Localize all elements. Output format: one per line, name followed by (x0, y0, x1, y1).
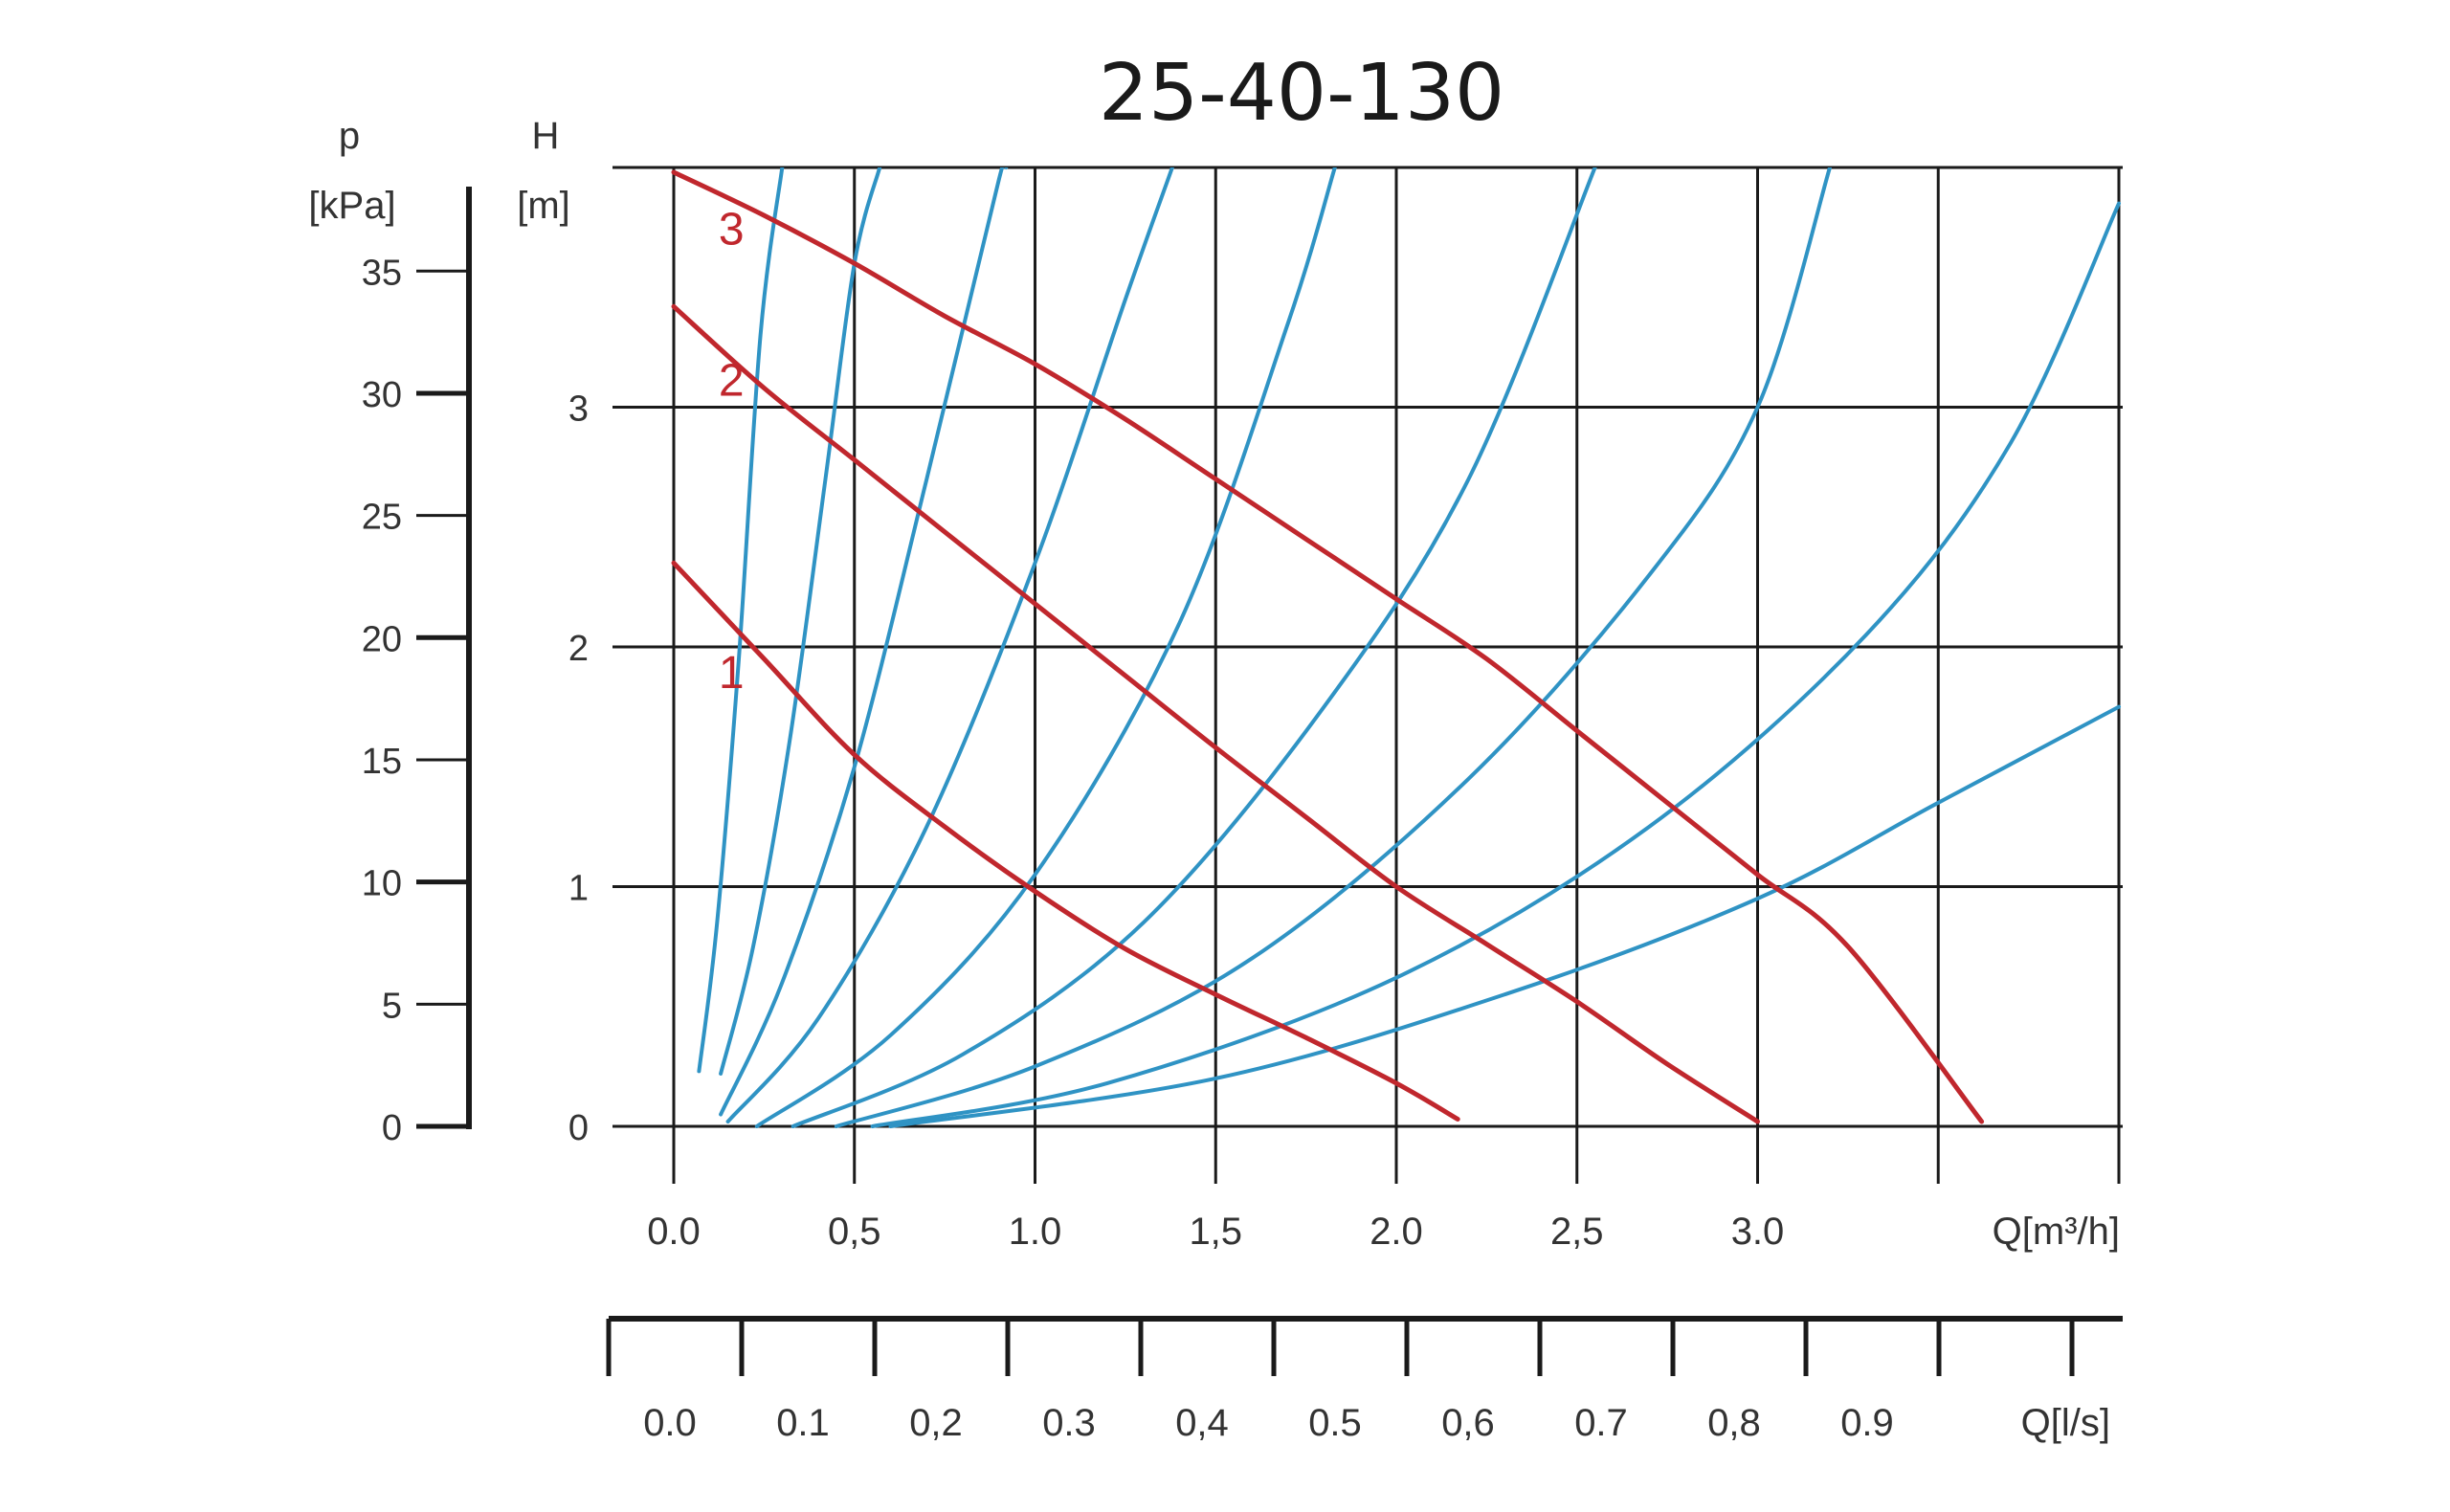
p-tick-label: 15 (362, 742, 402, 782)
x2-tick-label: 0.9 (1840, 1402, 1894, 1444)
system-curve (725, 167, 1174, 1123)
x2-tick-label: 0,8 (1707, 1402, 1761, 1444)
pump-curve-1 (671, 560, 1460, 1122)
p-tick-label: 20 (362, 619, 402, 659)
x2-tick-label: 0,2 (909, 1402, 963, 1444)
p-axis-name: p (339, 115, 360, 157)
pump-curve-label: 2 (719, 355, 745, 406)
system-curve (754, 167, 1337, 1128)
x2-tick-label: 0.1 (776, 1402, 830, 1444)
x-tick-label: 0.0 (647, 1211, 701, 1253)
system-curves (697, 167, 2121, 1128)
p-tick-label: 0 (382, 1108, 402, 1148)
y-tick-label: 0 (568, 1108, 589, 1148)
x-tick-label: 2.0 (1370, 1211, 1423, 1253)
system-curve (888, 704, 2121, 1128)
x2-tick-label: 0.0 (643, 1402, 697, 1444)
pump-curve-label: 3 (719, 205, 745, 256)
p-tick-label: 25 (362, 498, 402, 538)
x-tick-label: 1.0 (1009, 1211, 1062, 1253)
h-axis-unit: [m] (517, 185, 570, 227)
x-tick-label: 1,5 (1189, 1211, 1242, 1253)
system-curve (834, 167, 1832, 1128)
x2-tick-label: 0,6 (1441, 1402, 1495, 1444)
chart-title: 25-40-130 (1099, 48, 1504, 139)
y-tick-label: 3 (568, 389, 589, 430)
system-curve (791, 167, 1597, 1128)
pump-curve-label: 1 (719, 648, 745, 699)
pump-curve-3 (671, 169, 1985, 1124)
p-axis-unit: [kPa] (308, 185, 395, 227)
x-tick-label: 2,5 (1550, 1211, 1604, 1253)
y-tick-label: 2 (568, 629, 589, 669)
x2-tick-label: 0.7 (1574, 1402, 1628, 1444)
system-curve (697, 167, 785, 1074)
x2-tick-label: 0,4 (1175, 1402, 1229, 1444)
pump-curve-2 (671, 303, 1760, 1124)
x2-tick-label: 0.5 (1308, 1402, 1362, 1444)
p-tick-label: 30 (362, 375, 402, 415)
x2-tick-label: 0.3 (1042, 1402, 1096, 1444)
p-tick-label: 5 (382, 986, 402, 1026)
p-tick-label: 10 (362, 864, 402, 904)
pump-speed-curves: 1 2 3 (671, 169, 1985, 1124)
x-tick-label: 0,5 (828, 1211, 881, 1253)
x-axis-label: Q[m³/h] (1993, 1211, 2120, 1253)
x2-axis-label: Q[l/s] (2021, 1402, 2110, 1444)
x-tick-label: 3.0 (1731, 1211, 1785, 1253)
p-tick-label: 35 (362, 253, 402, 293)
y-tick-label: 1 (568, 869, 589, 909)
chart-grid (612, 166, 2123, 1184)
system-curve (870, 201, 2121, 1128)
system-curve (719, 167, 1009, 1117)
h-axis-name: H (532, 115, 560, 157)
